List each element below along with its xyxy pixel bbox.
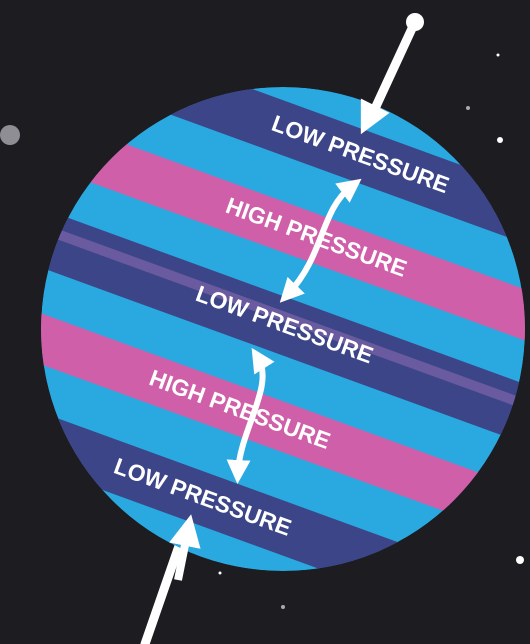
star xyxy=(281,605,285,609)
page: {"bands": [ {"label": "LOW PRESSURE"}, {… xyxy=(0,0,530,644)
flow-arrow xyxy=(368,112,372,120)
diagram: LOW PRESSURE HIGH PRESSURE LOW PRESSURE … xyxy=(0,0,530,644)
star xyxy=(497,54,500,57)
star xyxy=(0,125,20,145)
star xyxy=(219,572,222,575)
star xyxy=(516,556,524,564)
star xyxy=(466,106,470,110)
axis-tip xyxy=(406,13,424,31)
star xyxy=(497,137,503,143)
